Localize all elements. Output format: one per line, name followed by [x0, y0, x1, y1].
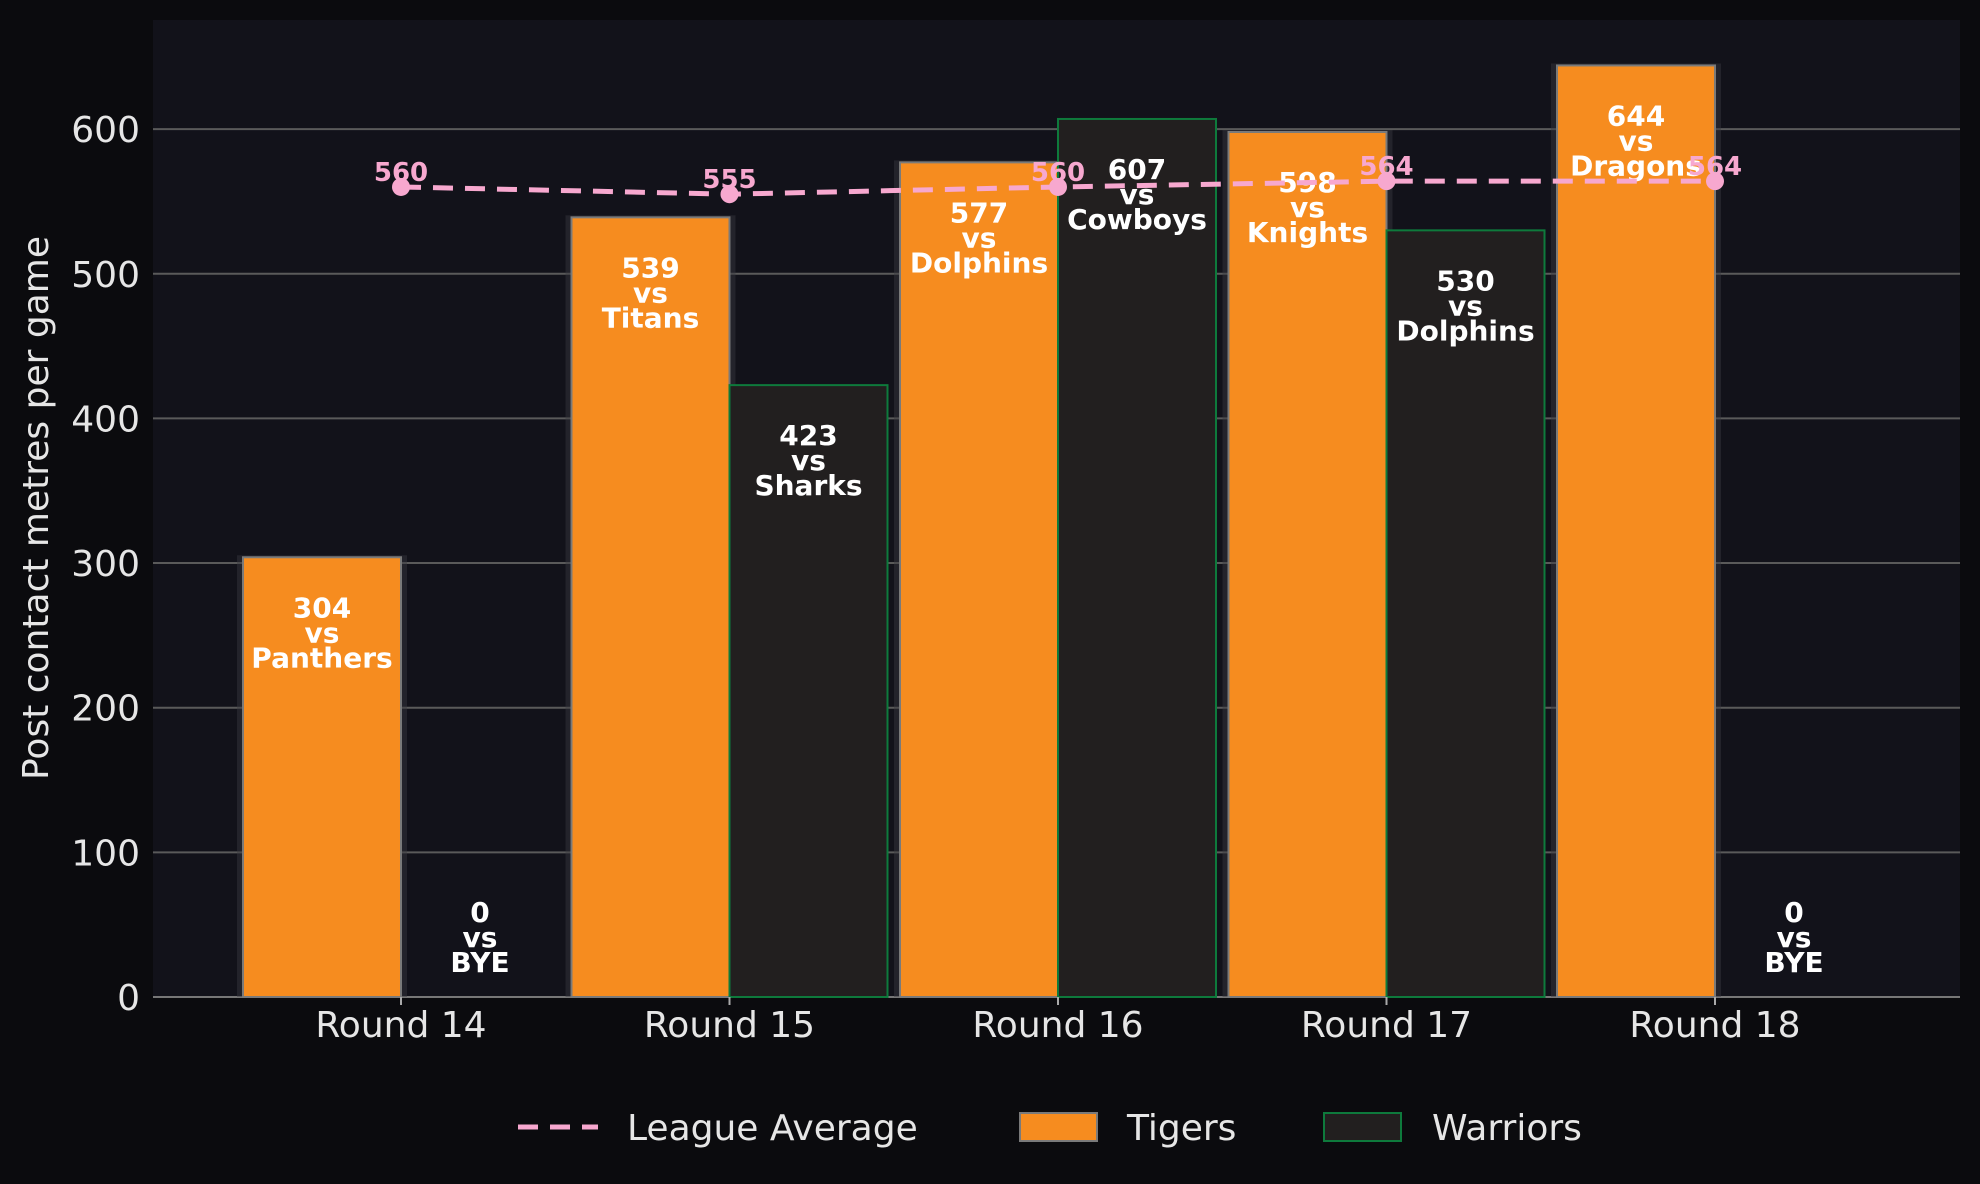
x-tick-label: Round 14	[315, 1005, 486, 1046]
league-average-value-label: 564	[1359, 152, 1413, 182]
y-axis: 0 100 200 300 400 500 600	[71, 110, 140, 1019]
y-tick-label: 500	[71, 255, 140, 296]
league-average-point	[1377, 172, 1396, 191]
legend-tigers-label: Tigers	[1126, 1108, 1236, 1149]
bar-data-label: 0 vs BYE	[1764, 896, 1823, 979]
league-average-value-label: 560	[374, 158, 428, 188]
tigers-bar-18	[1556, 64, 1716, 999]
y-axis-label: Post contact metres per game	[16, 236, 57, 780]
y-tick-label: 200	[71, 689, 140, 730]
x-tick-label: Round 18	[1629, 1005, 1800, 1046]
legend: League Average Tigers Warriors	[518, 1108, 1582, 1149]
league-average-point	[392, 177, 410, 196]
bar-data-label: 577 vs Dolphins	[910, 196, 1048, 279]
bar-data-label: 530 vs Dolphins	[1396, 264, 1534, 347]
legend-warriors-swatch	[1323, 1112, 1402, 1142]
league-average-value-label: 555	[702, 165, 756, 195]
league-average-point	[720, 185, 739, 204]
legend-warriors-label: Warriors	[1432, 1108, 1582, 1149]
tigers-bar-14	[242, 556, 402, 998]
y-tick-label: 100	[71, 833, 140, 874]
bar-data-label: 607 vs Cowboys	[1067, 153, 1207, 236]
bar-data-label: 644 vs Dragons	[1570, 99, 1702, 182]
warriors-bar-15	[728, 384, 889, 998]
bar-data-label: 423 vs Sharks	[754, 419, 862, 502]
league-average-line: 560 555 560 564 564	[374, 152, 1742, 204]
x-axis: Round 14 Round 15 Round 16 Round 17 Round 18	[315, 997, 1801, 1046]
tigers-bar-16	[899, 161, 1059, 998]
legend-tigers-swatch	[1019, 1112, 1098, 1142]
league-average-point	[1049, 177, 1067, 196]
y-tick-label: 600	[71, 110, 140, 151]
bar-data-label: 539 vs Titans	[602, 251, 700, 334]
x-tick-label: Round 17	[1301, 1005, 1472, 1046]
y-tick-label: 400	[71, 399, 140, 440]
league-average-value-label: 560	[1031, 158, 1085, 188]
y-tick-label: 0	[117, 978, 140, 1019]
bar-data-label: 0 vs BYE	[450, 896, 509, 979]
legend-average-label: League Average	[627, 1108, 918, 1149]
x-tick-label: Round 15	[644, 1005, 815, 1046]
x-tick-label: Round 16	[972, 1005, 1143, 1046]
warriors-bar-16	[1057, 117, 1217, 999]
y-tick-label: 300	[71, 544, 140, 585]
tigers-bar-15	[570, 216, 731, 999]
tigers-bar-17	[1227, 130, 1388, 999]
league-average-value-label: 564	[1688, 152, 1742, 182]
warriors-bar-17	[1385, 229, 1546, 999]
bar-data-label: 304 vs Panthers	[251, 591, 392, 674]
league-average-point	[1706, 172, 1724, 191]
